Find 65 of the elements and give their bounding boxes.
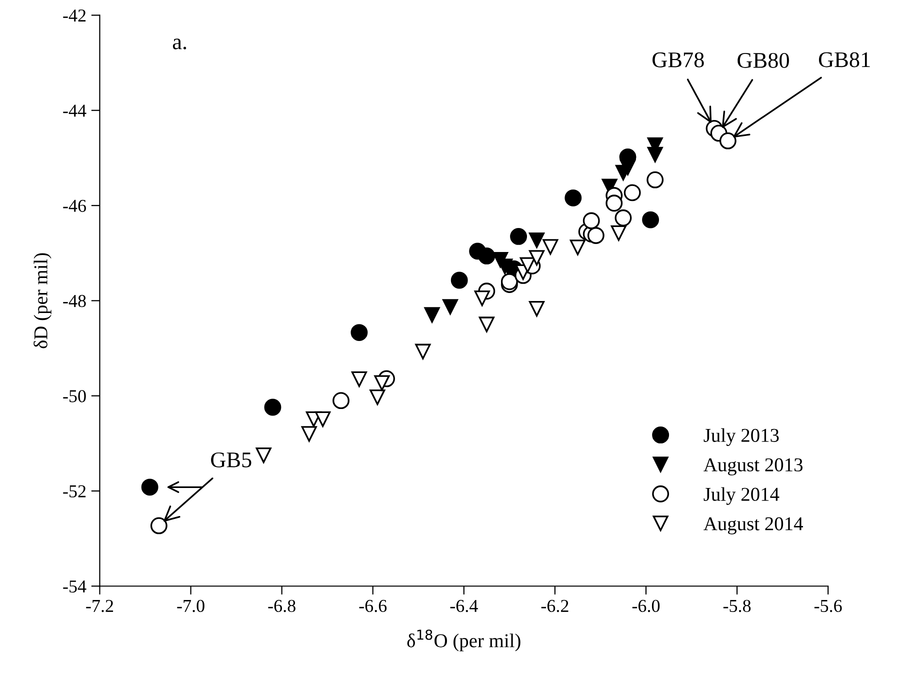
- point: [500, 273, 518, 290]
- point: [542, 239, 558, 255]
- point: [528, 300, 545, 317]
- legend-label: August 2014: [704, 517, 803, 534]
- annotation: a.: [172, 38, 186, 50]
- point: [478, 247, 496, 264]
- legend-label: August 2013: [704, 458, 803, 476]
- y-tick-label: -46: [63, 200, 86, 212]
- point: [520, 257, 536, 273]
- annotation: GB81: [818, 52, 870, 68]
- point: [528, 250, 545, 266]
- point: [570, 240, 586, 256]
- point: [510, 228, 528, 245]
- point: [374, 375, 390, 391]
- point: [256, 448, 272, 464]
- x-tick-label: -6.6: [359, 600, 387, 612]
- annotation: GB80: [738, 52, 789, 68]
- point: [719, 132, 736, 150]
- point: [264, 398, 282, 416]
- point: [301, 426, 317, 442]
- point: [415, 344, 431, 360]
- point: [478, 316, 494, 332]
- x-axis-title: δ$^{18}$O (per mil): [407, 630, 520, 652]
- point: [582, 212, 600, 230]
- point: [332, 392, 350, 410]
- y-tick-label: -42: [63, 10, 86, 22]
- legend-label: July 2013: [704, 428, 779, 446]
- point: [150, 517, 168, 534]
- point: [350, 324, 368, 342]
- y-tick-label: -54: [63, 580, 86, 593]
- point: [474, 290, 490, 306]
- x-tick-label: -7.0: [177, 600, 204, 612]
- point: [646, 171, 664, 188]
- point: [442, 299, 458, 315]
- point: [564, 189, 582, 206]
- x-tick-label: -7.2: [86, 600, 114, 612]
- point: [606, 194, 623, 212]
- y-axis-title: δD (per mil): [34, 253, 52, 348]
- x-tick-label: -6.0: [632, 600, 660, 612]
- x-tick-label: -5.8: [723, 600, 751, 612]
- x-tick-label: -6.4: [450, 600, 478, 612]
- point: [528, 232, 545, 248]
- y-tick-label: -44: [63, 104, 86, 117]
- point: [141, 478, 158, 496]
- annotation: GB78: [652, 52, 704, 68]
- x-tick-label: -6.2: [541, 600, 568, 612]
- point: [614, 209, 632, 226]
- point: [610, 225, 626, 241]
- point: [424, 307, 440, 323]
- point: [587, 227, 604, 244]
- annotation: GB5: [211, 452, 252, 468]
- point: [370, 389, 386, 406]
- x-tick-label: -5.6: [814, 600, 842, 612]
- y-tick-label: -52: [63, 485, 86, 498]
- point: [450, 272, 468, 289]
- x-tick-label: -6.8: [268, 600, 296, 612]
- point: [624, 184, 641, 202]
- point: [351, 371, 367, 387]
- point: [647, 146, 663, 162]
- legend-label: July 2014: [704, 487, 780, 505]
- point: [642, 211, 660, 228]
- point: [620, 160, 636, 176]
- y-tick-label: -48: [63, 294, 86, 308]
- y-tick-label: -50: [63, 390, 86, 402]
- point: [315, 411, 331, 427]
